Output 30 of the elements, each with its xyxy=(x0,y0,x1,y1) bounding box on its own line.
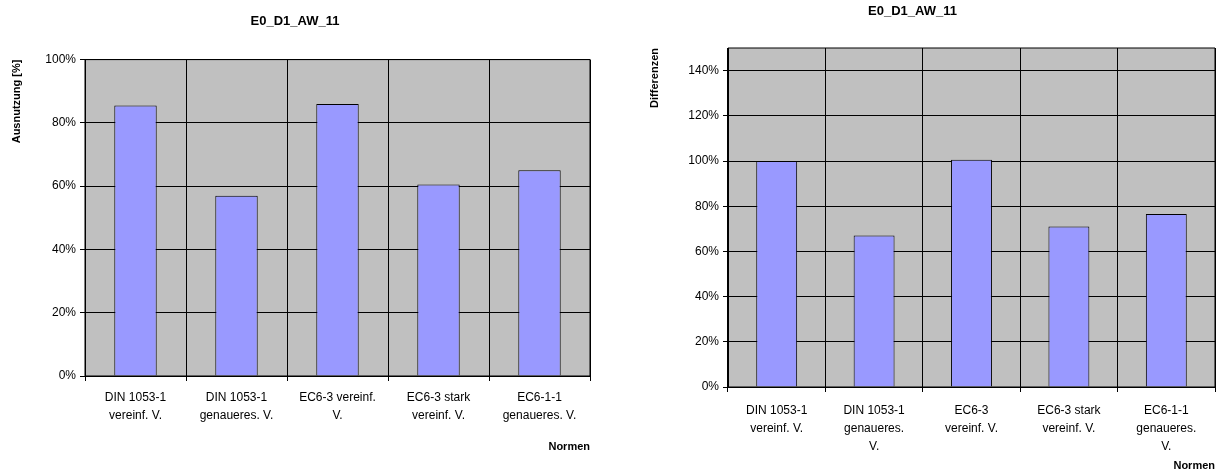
y-tick-label: 0% xyxy=(58,368,77,383)
y-tick-label: 120% xyxy=(688,108,720,123)
x-tick-label: EC6-1-1 genaueres. V. xyxy=(1136,403,1197,454)
x-tick-label: EC6-3 stark vereinf. V. xyxy=(406,390,472,423)
x-tick-label: EC6-3 vereinf. V. xyxy=(945,403,998,436)
x-tick-label: DIN 1053-1 vereinf. V. xyxy=(746,403,808,436)
y-tick-label: 0% xyxy=(701,379,720,394)
chart-title: E0_D1_AW_11 xyxy=(868,3,957,19)
x-tick-label: EC6-3 stark vereinf. V. xyxy=(1037,403,1102,436)
x-tick-label: EC6-1-1 genaueres. V. xyxy=(502,390,577,423)
y-tick-label: 100% xyxy=(688,153,720,168)
x-tick-label: EC6-3 vereinf. V. xyxy=(299,390,376,423)
x-tick-label: DIN 1053-1 genaueres. V. xyxy=(843,403,906,454)
chart-title: E0_D1_AW_11 xyxy=(250,13,340,29)
y-tick-label: 20% xyxy=(694,334,720,349)
y-tick-label: 80% xyxy=(694,198,720,213)
y-tick-label: 100% xyxy=(45,51,77,66)
x-tick-label: DIN 1053-1 vereinf. V. xyxy=(104,390,167,423)
y-tick-label: 40% xyxy=(51,241,77,256)
y-axis-title: Ausnutzung [%] xyxy=(9,59,22,144)
x-tick-label: DIN 1053-1 genaueres. V. xyxy=(199,390,274,423)
y-tick-label: 60% xyxy=(694,243,720,258)
x-axis-title: Normen xyxy=(1173,459,1216,472)
y-tick-label: 140% xyxy=(688,62,720,77)
y-tick-label: 60% xyxy=(51,178,77,193)
y-tick-label: 40% xyxy=(694,288,720,303)
y-tick-label: 20% xyxy=(51,305,77,320)
y-tick-label: 80% xyxy=(51,115,77,130)
x-axis-title: Normen xyxy=(548,440,591,453)
y-axis-title: Differenzen xyxy=(647,47,660,108)
